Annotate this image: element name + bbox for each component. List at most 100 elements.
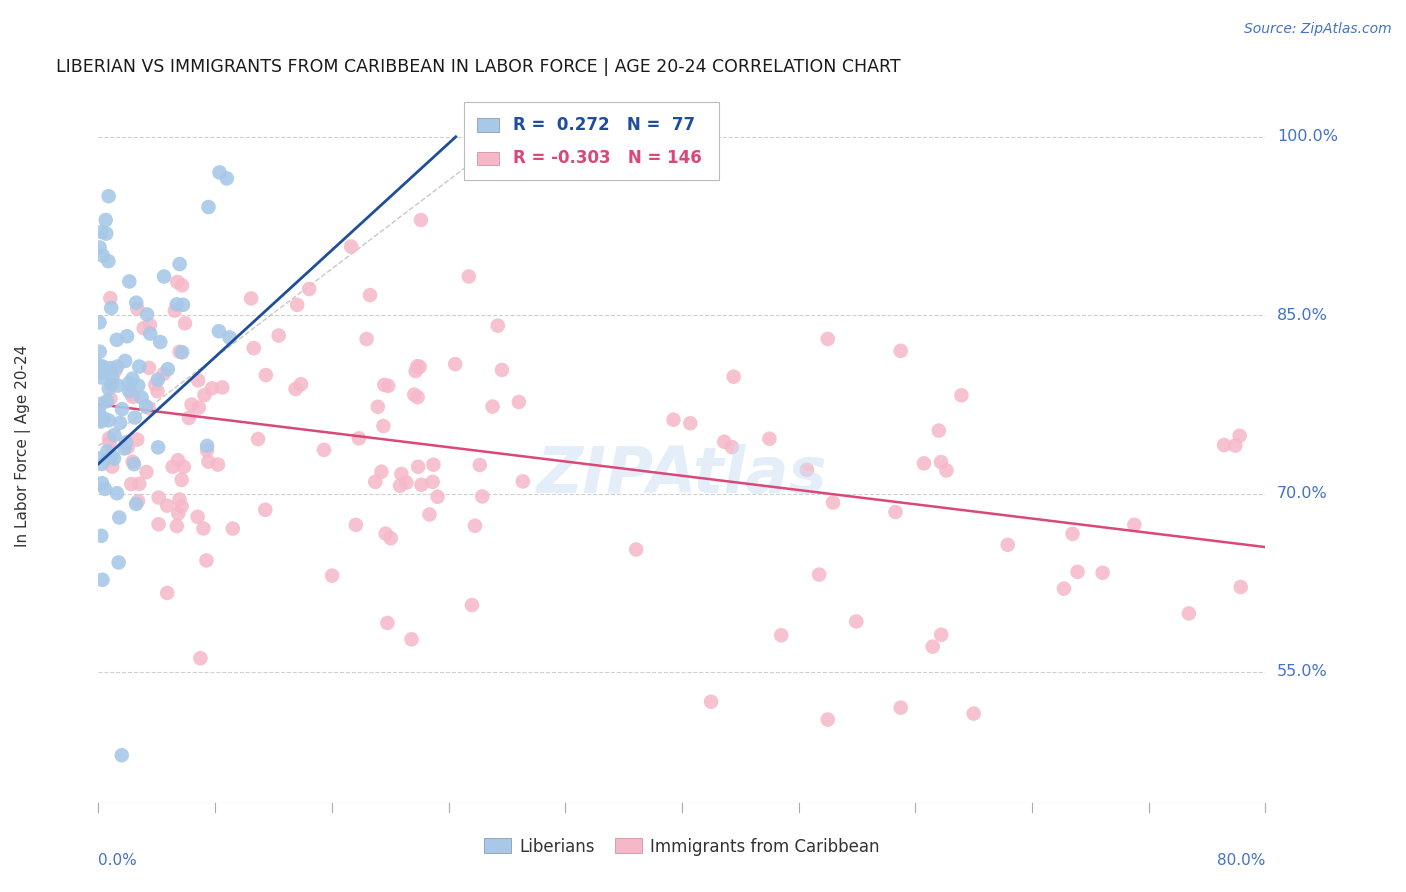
Point bbox=[169, 344, 191, 359]
Point bbox=[127, 301, 149, 316]
Point bbox=[195, 443, 218, 458]
Point bbox=[890, 343, 912, 358]
Point bbox=[169, 257, 191, 271]
Text: LIBERIAN VS IMMIGRANTS FROM CARIBBEAN IN LABOR FORCE | AGE 20-24 CORRELATION CHA: LIBERIAN VS IMMIGRANTS FROM CARIBBEAN IN… bbox=[56, 58, 901, 76]
Point bbox=[929, 455, 952, 469]
Point bbox=[87, 451, 110, 466]
Point bbox=[149, 334, 172, 349]
Point bbox=[173, 459, 195, 474]
Point bbox=[426, 490, 449, 504]
Point bbox=[136, 308, 159, 322]
Point bbox=[890, 700, 912, 714]
Point bbox=[207, 458, 229, 472]
Point bbox=[247, 432, 270, 446]
Point bbox=[97, 382, 120, 396]
Point bbox=[91, 365, 114, 379]
Point bbox=[254, 502, 277, 516]
Text: 0.0%: 0.0% bbox=[98, 853, 138, 868]
Point bbox=[125, 497, 148, 511]
Point bbox=[107, 556, 129, 570]
Point bbox=[105, 333, 128, 347]
Point bbox=[90, 457, 112, 471]
Point bbox=[139, 326, 162, 341]
Point bbox=[406, 359, 429, 374]
Point bbox=[240, 292, 263, 306]
Point bbox=[422, 458, 444, 472]
Point bbox=[935, 463, 957, 477]
Point bbox=[723, 369, 745, 384]
Point bbox=[98, 431, 121, 445]
Point bbox=[124, 410, 146, 425]
Point bbox=[90, 412, 112, 426]
Point bbox=[132, 321, 155, 335]
Point bbox=[156, 586, 179, 600]
Point bbox=[1178, 607, 1201, 621]
Point bbox=[114, 354, 136, 368]
Point bbox=[190, 651, 212, 665]
Point bbox=[758, 432, 780, 446]
FancyBboxPatch shape bbox=[477, 118, 499, 132]
Text: 100.0%: 100.0% bbox=[1277, 129, 1339, 145]
Point bbox=[1062, 526, 1084, 541]
Point bbox=[359, 288, 381, 302]
Point bbox=[187, 509, 209, 524]
Point bbox=[662, 412, 685, 426]
Point bbox=[468, 458, 491, 472]
Point bbox=[464, 518, 486, 533]
Point bbox=[367, 400, 389, 414]
Point bbox=[121, 372, 143, 386]
Point bbox=[347, 431, 370, 445]
Point bbox=[105, 486, 128, 500]
Point bbox=[118, 275, 141, 289]
Point bbox=[131, 391, 153, 405]
Point bbox=[166, 297, 188, 311]
Point bbox=[422, 475, 444, 489]
Point bbox=[90, 397, 112, 411]
Text: ZIPAtlas: ZIPAtlas bbox=[537, 443, 827, 506]
Point bbox=[146, 384, 169, 399]
Point bbox=[146, 373, 169, 387]
Text: R =  0.272   N =  77: R = 0.272 N = 77 bbox=[513, 116, 695, 134]
Text: 55.0%: 55.0% bbox=[1277, 665, 1327, 680]
Point bbox=[162, 459, 184, 474]
Point bbox=[679, 416, 702, 430]
Point bbox=[90, 415, 112, 429]
Point bbox=[100, 301, 122, 315]
FancyBboxPatch shape bbox=[464, 102, 720, 180]
Point bbox=[215, 171, 238, 186]
Point bbox=[928, 424, 950, 438]
Point bbox=[508, 395, 530, 409]
Point bbox=[344, 517, 367, 532]
Point bbox=[121, 455, 143, 469]
Point bbox=[89, 344, 111, 359]
Point bbox=[208, 324, 231, 338]
Point bbox=[166, 519, 188, 533]
Point bbox=[117, 441, 139, 455]
Point bbox=[148, 491, 170, 505]
Point bbox=[89, 315, 111, 329]
Point bbox=[112, 442, 135, 456]
Point bbox=[409, 359, 432, 374]
Point bbox=[139, 318, 162, 332]
Point bbox=[377, 615, 399, 630]
Text: Source: ZipAtlas.com: Source: ZipAtlas.com bbox=[1244, 22, 1392, 37]
Point bbox=[457, 269, 479, 284]
Point bbox=[107, 378, 129, 392]
Point bbox=[312, 442, 335, 457]
Point bbox=[491, 363, 513, 377]
Point bbox=[170, 500, 193, 514]
Point bbox=[817, 713, 839, 727]
Point bbox=[97, 254, 120, 268]
Point bbox=[267, 328, 290, 343]
Point bbox=[471, 490, 494, 504]
Point bbox=[98, 291, 121, 305]
Point bbox=[111, 748, 134, 763]
Point bbox=[997, 538, 1019, 552]
Point bbox=[121, 388, 143, 402]
Point bbox=[101, 376, 124, 391]
Point bbox=[211, 380, 233, 394]
Point bbox=[93, 411, 115, 425]
Point bbox=[90, 225, 112, 239]
Point bbox=[1229, 580, 1251, 594]
Point bbox=[94, 213, 117, 227]
